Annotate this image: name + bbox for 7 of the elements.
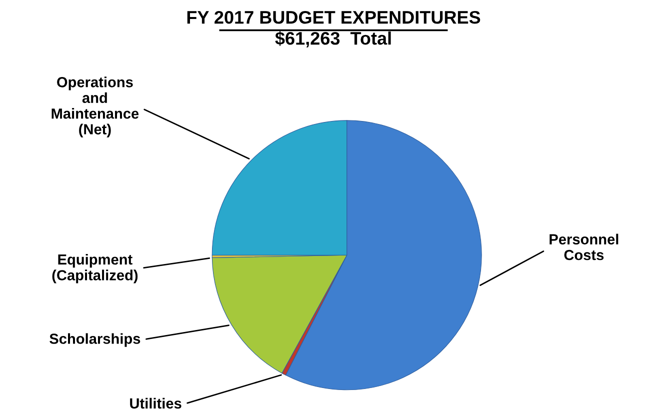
chart-title: FY 2017 BUDGET EXPENDITURES [187,10,480,24]
slice-label: Operations and Maintenance (Net) [52,76,139,138]
slice-label: Utilities [130,398,182,409]
chart-subtitle: $61,263 Total [275,31,391,48]
slice-label: Personnel Costs [550,234,618,260]
slice-label: Equipment (Capitalized) [52,254,138,284]
slice-label: Scholarships [50,333,140,347]
